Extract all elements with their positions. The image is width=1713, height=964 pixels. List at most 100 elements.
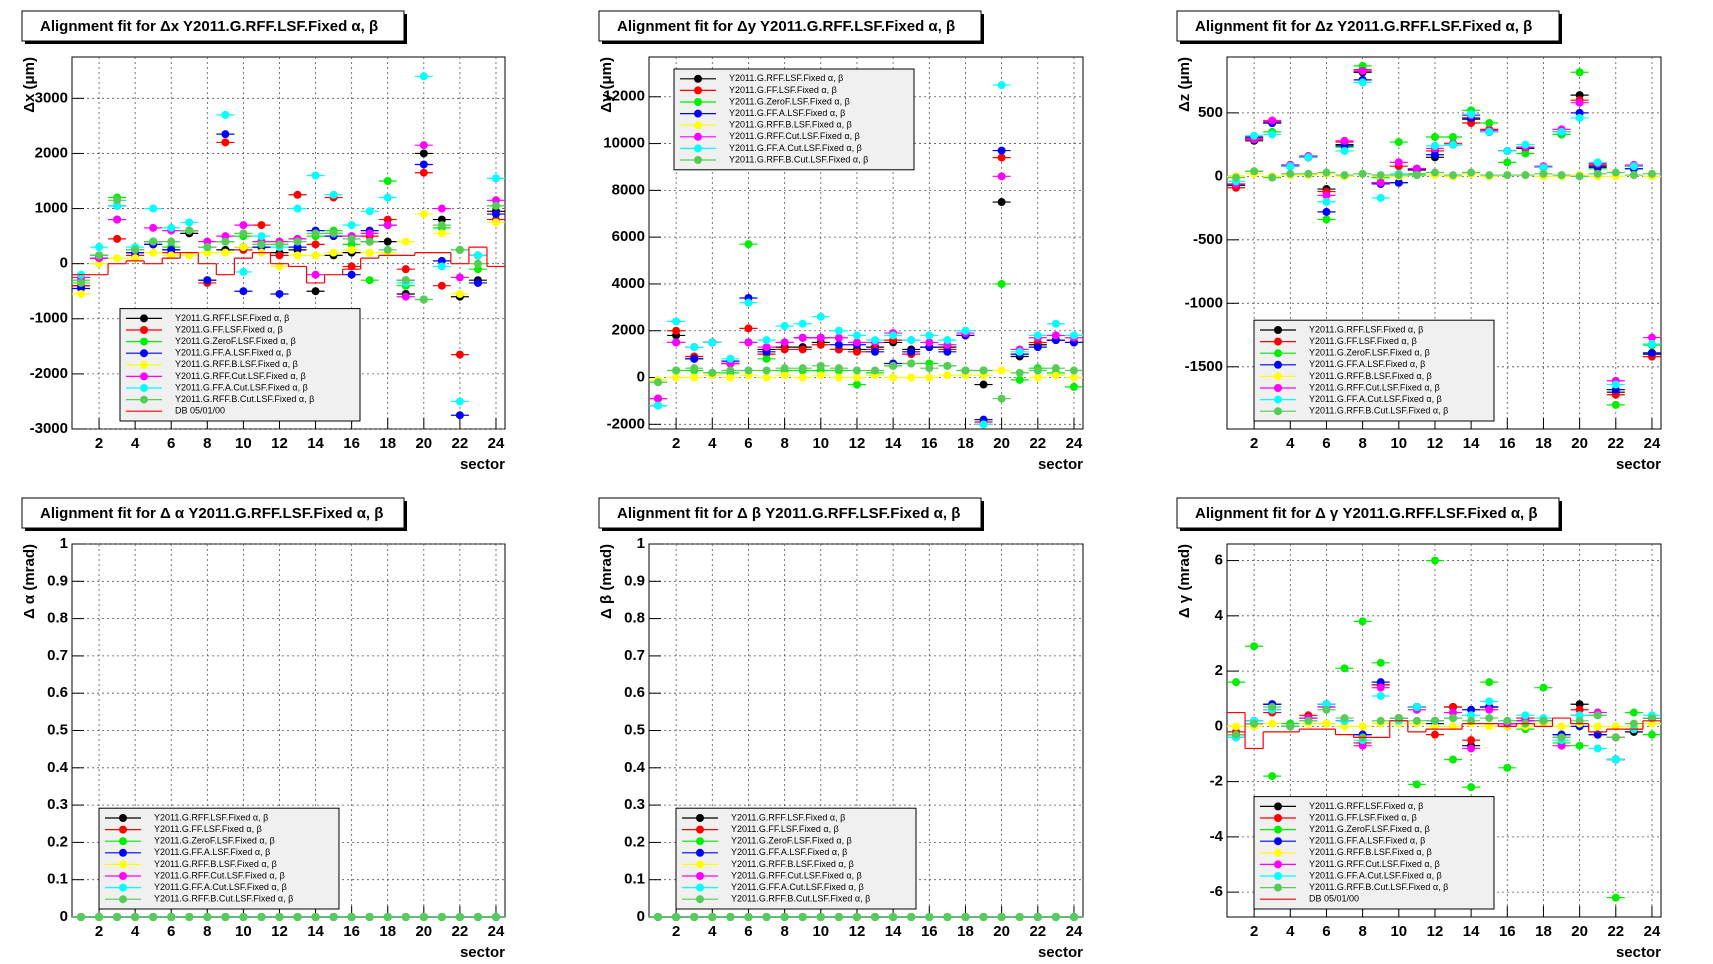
data-point — [1575, 741, 1584, 750]
data-point — [1430, 168, 1439, 177]
data-point — [113, 215, 122, 224]
x-tick-label: 24 — [488, 435, 505, 452]
data-point — [401, 276, 410, 285]
data-point — [816, 312, 825, 321]
data-point — [798, 364, 807, 373]
data-point — [726, 913, 735, 921]
data-point — [419, 160, 428, 169]
chart-title: Alignment fit for Δy Y2011.G.RFF.LSF.Fix… — [617, 18, 955, 35]
data-point — [889, 331, 898, 340]
data-point — [1376, 716, 1385, 725]
data-point — [203, 248, 212, 257]
y-tick-label: 12000 — [603, 88, 645, 105]
legend-label: Y2011.G.ZeroF.LSF.Fixed α, β — [154, 836, 275, 846]
legend-swatch — [694, 74, 702, 83]
x-tick-label: 20 — [415, 435, 432, 452]
x-tick-label: 22 — [1607, 435, 1624, 452]
data-point — [437, 256, 446, 265]
data-point — [383, 237, 392, 246]
y-tick-label: 3000 — [35, 89, 68, 106]
data-point — [907, 913, 916, 921]
data-point — [834, 340, 843, 349]
data-point — [997, 146, 1006, 155]
data-point — [762, 373, 771, 382]
data-point — [1340, 664, 1349, 673]
data-point — [293, 237, 302, 246]
data-point — [1575, 172, 1584, 181]
data-point — [1593, 711, 1602, 720]
data-point — [1467, 711, 1476, 720]
y-tick-label: 4 — [1215, 607, 1224, 624]
data-point — [437, 215, 446, 224]
data-point — [1286, 162, 1295, 171]
data-point — [473, 913, 482, 921]
y-tick-label: 0.4 — [47, 759, 69, 776]
y-tick-label: 0.8 — [47, 610, 68, 627]
data-point — [347, 245, 356, 254]
x-tick-label: 14 — [1463, 435, 1480, 452]
y-tick-label: -2000 — [30, 365, 68, 382]
legend-label: Y2011.G.RFF.Cut.LSF.Fixed α, β — [729, 131, 860, 141]
legend-swatch — [1274, 872, 1282, 880]
data-point — [203, 276, 212, 285]
data-point — [221, 248, 230, 257]
data-point — [275, 913, 284, 921]
data-point — [672, 317, 681, 326]
legend-swatch — [1274, 395, 1282, 404]
data-point — [1647, 333, 1656, 342]
data-point — [762, 336, 771, 345]
data-point — [113, 913, 122, 921]
data-point — [1449, 722, 1458, 731]
data-point — [852, 347, 861, 356]
data-point — [780, 913, 789, 921]
legend-label: Y2011.G.RFF.LSF.Fixed α, β — [1309, 324, 1423, 334]
x-tick-label: 22 — [452, 435, 469, 452]
y-tick-label: 0.4 — [624, 759, 646, 776]
data-point — [131, 913, 140, 921]
data-point — [491, 196, 500, 205]
data-point — [383, 193, 392, 202]
x-tick-label: 12 — [1427, 923, 1444, 940]
legend-swatch — [119, 837, 127, 846]
data-point — [1376, 678, 1385, 687]
data-point — [1449, 708, 1458, 717]
y-tick-label: 0.1 — [47, 871, 68, 888]
data-point — [907, 336, 916, 345]
data-point — [834, 326, 843, 335]
data-point — [798, 319, 807, 328]
data-point — [401, 237, 410, 246]
data-point — [1376, 691, 1385, 700]
data-point — [708, 368, 717, 377]
data-point — [383, 215, 392, 224]
data-point — [1358, 741, 1367, 750]
x-tick-label: 22 — [452, 923, 469, 940]
y-tick-label: 2000 — [612, 322, 645, 339]
data-point — [419, 210, 428, 219]
data-point — [401, 265, 410, 274]
data-point — [239, 243, 248, 252]
x-tick-label: 2 — [95, 923, 103, 940]
legend-label: Y2011.G.ZeroF.LSF.Fixed α, β — [729, 96, 850, 106]
data-point — [1593, 169, 1602, 178]
x-tick-label: 4 — [708, 923, 717, 940]
x-tick-label: 6 — [1322, 923, 1330, 940]
x-tick-label: 6 — [744, 923, 752, 940]
legend-swatch — [119, 860, 127, 869]
chart-title: Alignment fit for Δz Y2011.G.RFF.LSF.Fix… — [1195, 18, 1532, 35]
data-point — [113, 196, 122, 205]
x-tick-label: 14 — [1463, 923, 1480, 940]
data-point — [1340, 714, 1349, 723]
legend-swatch — [1274, 814, 1282, 822]
data-point — [1286, 169, 1295, 178]
data-point — [1394, 171, 1403, 180]
data-point — [1611, 893, 1620, 902]
data-point — [1593, 158, 1602, 167]
legend-swatch — [1274, 860, 1282, 869]
legend-swatch — [1274, 372, 1282, 381]
data-point — [726, 354, 735, 363]
data-point — [77, 289, 86, 298]
legend-label: Y2011.G.FF.LSF.Fixed α, β — [154, 824, 262, 834]
legend-label: Y2011.G.FF.LSF.Fixed α, β — [1309, 336, 1417, 346]
data-point — [329, 913, 338, 921]
data-point — [852, 913, 861, 921]
